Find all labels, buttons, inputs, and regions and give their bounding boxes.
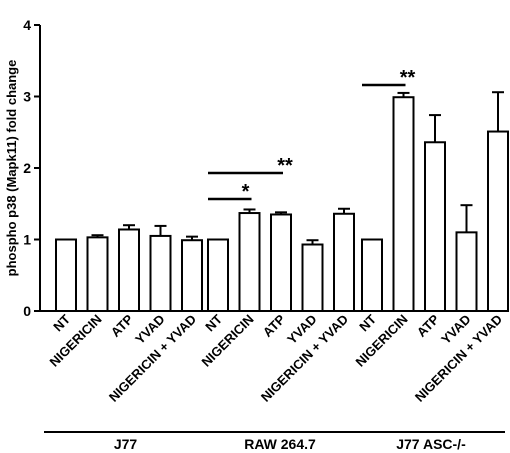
bar [86,236,109,312]
y-tick-label: 0 [23,303,31,319]
bar [270,213,292,313]
y-tick-label: 4 [23,17,31,33]
group-label: J77 ASC-/- [396,436,466,452]
significance-label: * [242,181,250,203]
bar [455,231,478,313]
bar [207,238,229,312]
bar [118,228,140,313]
x-category-label: NT [202,311,225,334]
significance-label: ** [400,67,416,89]
bar [149,234,172,312]
x-category-label: NT [356,311,379,334]
bar [301,243,324,313]
bar [181,239,203,312]
bar [55,238,77,312]
bar [424,141,446,312]
y-tick-label: 2 [23,160,31,176]
y-tick-label: 3 [23,89,31,105]
bar [333,212,355,312]
group-label: J77 [114,436,138,452]
x-category-label: NT [50,311,73,334]
y-tick-label: 1 [23,232,31,248]
significance-label: ** [277,155,293,177]
bar [361,238,383,312]
bar [238,212,261,312]
bar [392,96,415,312]
group-label: RAW 264.7 [244,436,316,452]
y-axis-label: phospho p38 (Mapk11) fold change [4,60,19,277]
bar [487,130,509,312]
